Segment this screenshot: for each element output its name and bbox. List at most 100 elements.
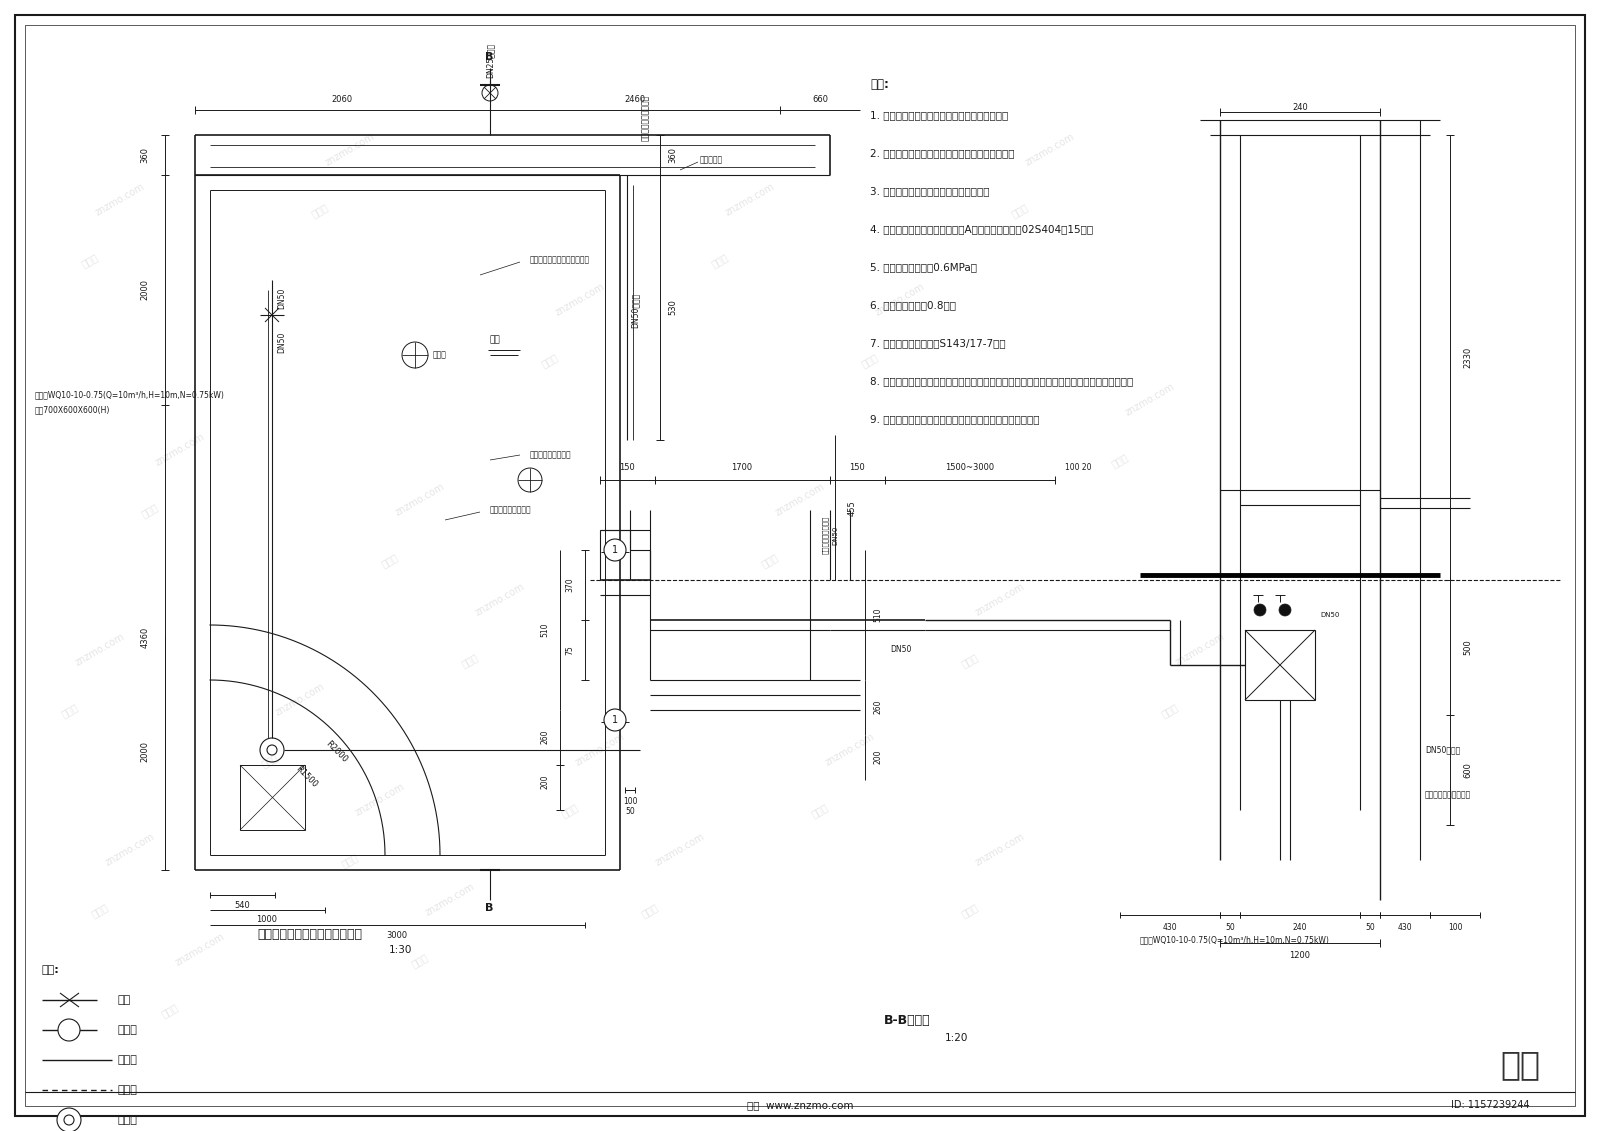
Text: 50: 50 <box>1365 923 1374 932</box>
Text: 知末网: 知末网 <box>160 1001 181 1019</box>
Text: 600: 600 <box>1462 762 1472 778</box>
Text: 泵坑排入雨水检查井中: 泵坑排入雨水检查井中 <box>640 95 650 141</box>
Text: 知末网: 知末网 <box>259 751 280 769</box>
Text: 白色大理石池壁外饰: 白色大理石池壁外饰 <box>490 506 531 515</box>
Text: 100: 100 <box>1448 923 1462 932</box>
Text: 图例:: 图例: <box>42 965 59 975</box>
Text: 430: 430 <box>1163 923 1178 932</box>
Text: 50: 50 <box>1226 923 1235 932</box>
Text: 3. 镀锌钢管埋地部分采用三油两布防腐。: 3. 镀锌钢管埋地部分采用三油两布防腐。 <box>870 185 989 196</box>
Text: 75: 75 <box>565 645 574 655</box>
Text: DN50溢水管: DN50溢水管 <box>1426 745 1461 754</box>
Text: 260: 260 <box>541 729 549 744</box>
Text: DN50: DN50 <box>832 525 838 545</box>
Text: 知末网: 知末网 <box>459 651 480 668</box>
Text: 7. 阀门井做法参见国标S143/17-7页。: 7. 阀门井做法参见国标S143/17-7页。 <box>870 338 1006 348</box>
Text: 知末网: 知末网 <box>1010 201 1030 218</box>
Text: 就近排入雨水检查井中: 就近排入雨水检查井中 <box>1426 791 1472 800</box>
Text: DN50: DN50 <box>277 287 286 309</box>
Text: ID: 1157239244: ID: 1157239244 <box>1451 1100 1530 1110</box>
Text: 1: 1 <box>611 715 618 725</box>
Text: 说明:: 说明: <box>870 78 890 92</box>
Text: 150: 150 <box>619 464 635 473</box>
Text: 知末网: 知末网 <box>640 901 661 918</box>
Circle shape <box>64 1115 74 1125</box>
Text: 9. 如现场情况与本设计有较大冲突，请及时与设计方协调。: 9. 如现场情况与本设计有较大冲突，请及时与设计方协调。 <box>870 414 1040 424</box>
Text: znzmo.com: znzmo.com <box>723 182 776 218</box>
Text: 知末网: 知末网 <box>859 352 880 369</box>
Text: 6. 给水埋深：大于0.8米。: 6. 给水埋深：大于0.8米。 <box>870 300 957 310</box>
Text: 1:20: 1:20 <box>946 1033 968 1043</box>
Text: 360: 360 <box>669 147 677 163</box>
Text: znzmo.com: znzmo.com <box>1024 132 1077 169</box>
Text: 潜水泵WQ10-10-0.75(Q=10m³/h,H=10m,N=0.75kW): 潜水泵WQ10-10-0.75(Q=10m³/h,H=10m,N=0.75kW) <box>1139 935 1330 944</box>
Text: 150: 150 <box>850 464 866 473</box>
Text: R1500: R1500 <box>293 763 318 789</box>
Text: 知末网: 知末网 <box>539 352 560 369</box>
Text: DN50: DN50 <box>890 646 912 655</box>
Text: 1: 1 <box>611 545 618 555</box>
Text: znzmo.com: znzmo.com <box>93 182 147 218</box>
Circle shape <box>1278 604 1291 616</box>
Text: znzmo.com: znzmo.com <box>354 782 406 818</box>
Text: 360: 360 <box>141 147 149 163</box>
Text: 给水管: 给水管 <box>117 1055 138 1065</box>
Text: 100 20: 100 20 <box>1066 464 1091 473</box>
Circle shape <box>58 1019 80 1041</box>
Text: 水池: 水池 <box>490 336 501 345</box>
Text: znzmo.com: znzmo.com <box>773 482 827 518</box>
Text: 540: 540 <box>234 900 250 909</box>
Text: 1500~3000: 1500~3000 <box>946 464 995 473</box>
Text: znzmo.com: znzmo.com <box>973 581 1027 619</box>
Text: 知末  www.znzmo.com: 知末 www.znzmo.com <box>747 1100 853 1110</box>
Text: znzmo.com: znzmo.com <box>653 832 707 869</box>
Text: 知末网: 知末网 <box>960 651 981 668</box>
Text: 455: 455 <box>848 500 858 516</box>
Text: znzmo.com: znzmo.com <box>474 581 526 619</box>
Text: znzmo.com: znzmo.com <box>1173 632 1227 668</box>
Text: DN25补水管: DN25补水管 <box>485 43 494 78</box>
Text: 知末网: 知末网 <box>59 701 80 718</box>
Text: 50: 50 <box>626 808 635 817</box>
Text: 阀门: 阀门 <box>117 995 130 1005</box>
Text: znzmo.com: znzmo.com <box>573 732 627 768</box>
Text: 370: 370 <box>565 578 574 593</box>
Text: 2. 水池补水管、溢水管采用镀锌钢管，丝扣连接。: 2. 水池补水管、溢水管采用镀锌钢管，丝扣连接。 <box>870 148 1014 158</box>
Circle shape <box>605 539 626 561</box>
Text: 530: 530 <box>669 299 677 314</box>
Text: 1:30: 1:30 <box>389 946 411 955</box>
Text: 4360: 4360 <box>141 627 149 648</box>
Text: 泵坑700X600X600(H): 泵坑700X600X600(H) <box>35 406 110 414</box>
Text: 知末网: 知末网 <box>710 251 730 269</box>
Text: 100: 100 <box>622 797 637 806</box>
Text: 知末网: 知末网 <box>1110 451 1130 468</box>
Circle shape <box>1254 604 1266 616</box>
Text: 200: 200 <box>874 750 883 765</box>
Text: 知末网: 知末网 <box>80 251 101 269</box>
Text: 潜水泵: 潜水泵 <box>117 1115 138 1125</box>
Text: 排水管: 排水管 <box>117 1085 138 1095</box>
Text: 知末网: 知末网 <box>379 551 400 569</box>
Text: 2460: 2460 <box>624 95 645 104</box>
Text: znzmo.com: znzmo.com <box>424 882 477 918</box>
Text: DN50溢水管: DN50溢水管 <box>630 293 640 328</box>
Text: znzmo.com: znzmo.com <box>323 132 376 169</box>
Text: 1200: 1200 <box>1290 950 1310 959</box>
Text: DN50: DN50 <box>1320 612 1339 618</box>
Text: 8. 因甲方未提供溢水、泄水接口位置、标高，因此图中溢水管位置仅为示意，泄水采用动力泄: 8. 因甲方未提供溢水、泄水接口位置、标高，因此图中溢水管位置仅为示意，泄水采用… <box>870 375 1133 386</box>
Text: 260: 260 <box>874 700 883 715</box>
Text: znzmo.com: znzmo.com <box>104 832 157 869</box>
Text: 200: 200 <box>541 775 549 789</box>
Bar <box>240 765 306 830</box>
Text: 5. 给水管试验压力为0.6MPa。: 5. 给水管试验压力为0.6MPa。 <box>870 262 978 271</box>
Text: 阀门井: 阀门井 <box>117 1025 138 1035</box>
Text: B: B <box>485 52 493 62</box>
Text: 知末: 知末 <box>1501 1048 1539 1081</box>
Text: 500: 500 <box>1462 639 1472 655</box>
Text: 1. 水景喷泉循环水管，采用不锈钢钢管，焊接。: 1. 水景喷泉循环水管，采用不锈钢钢管，焊接。 <box>870 110 1008 120</box>
Text: 混凝土墙体: 混凝土墙体 <box>701 155 723 164</box>
Text: znzmo.com: znzmo.com <box>874 282 926 318</box>
Text: 2060: 2060 <box>331 95 352 104</box>
Text: 知末网: 知末网 <box>760 551 781 569</box>
Text: DN50: DN50 <box>277 331 286 353</box>
